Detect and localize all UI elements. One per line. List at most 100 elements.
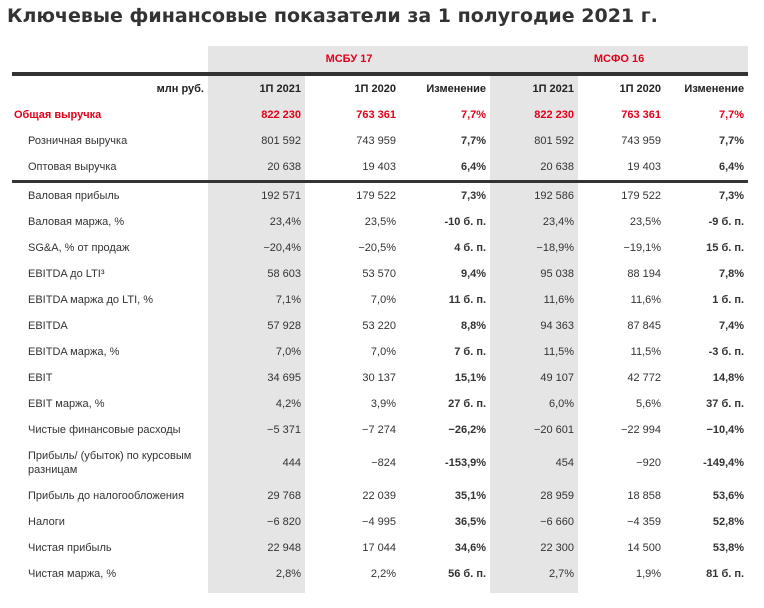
value-cell: 6,0% bbox=[490, 391, 579, 417]
change-cell: 53,8% bbox=[712, 542, 745, 554]
row-label: Валовая прибыль bbox=[12, 180, 208, 209]
change-cell: -9 б. п. bbox=[708, 216, 745, 228]
change-cell: −26,2% bbox=[448, 424, 487, 436]
table-row: EBITDA до LTI³ 58 603 53 570 9,4% 95 038 88 1… bbox=[12, 261, 748, 287]
column-header: Изменение bbox=[665, 72, 749, 102]
value-cell: 7,0% bbox=[208, 339, 305, 365]
value-cell: 57 928 bbox=[208, 313, 305, 339]
change-cell: 14,8% bbox=[712, 372, 745, 384]
row-label: SG&A, % от продаж bbox=[28, 242, 130, 254]
value-cell: 11,6% bbox=[630, 294, 662, 306]
value-cell: 7,1% bbox=[208, 287, 305, 313]
row-label: Чистые финансовые расходы bbox=[28, 424, 181, 436]
table-row: EBIT маржа, % 4,2% 3,9% 27 б. п. 6,0% 5,6% 37 … bbox=[12, 391, 748, 417]
column-header: 1П 2020 bbox=[305, 72, 400, 102]
row-label: EBIT bbox=[28, 372, 53, 384]
change-cell: 27 б. п. bbox=[448, 398, 487, 410]
value-cell: 53 570 bbox=[362, 268, 396, 280]
value-cell: 179 522 bbox=[578, 180, 666, 209]
change-cell: 52,8% bbox=[712, 516, 745, 528]
row-label: EBITDA bbox=[28, 320, 68, 332]
value-cell: 58 603 bbox=[208, 261, 305, 287]
value-cell: 2,7% bbox=[490, 561, 579, 587]
value-cell: 30 137 bbox=[362, 372, 396, 384]
value-cell: 7,0% bbox=[370, 346, 396, 358]
value-cell: 17 044 bbox=[362, 542, 396, 554]
page-title: Ключевые финансовые показатели за 1 полу… bbox=[7, 5, 658, 27]
value-cell: 4,2% bbox=[208, 391, 305, 417]
value-cell: 11,5% bbox=[630, 346, 662, 358]
change-cell: 4 б. п. bbox=[454, 242, 487, 254]
change-cell: 36,5% bbox=[454, 516, 487, 528]
value-cell: 743 959 bbox=[621, 135, 662, 147]
change-cell: 7,3% bbox=[665, 180, 749, 209]
value-cell: 763 361 bbox=[356, 109, 396, 121]
value-cell: 20 638 bbox=[490, 154, 579, 182]
value-cell: 42 772 bbox=[627, 372, 662, 384]
table-bottom-padding bbox=[12, 587, 748, 593]
change-cell: 11 б. п. bbox=[448, 294, 487, 306]
value-cell: 87 845 bbox=[627, 320, 662, 332]
value-cell: −20 601 bbox=[490, 417, 579, 443]
value-cell: −7 274 bbox=[362, 424, 396, 436]
value-cell: −4 995 bbox=[362, 516, 396, 528]
value-cell: 34 695 bbox=[208, 365, 305, 391]
change-cell: -3 б. п. bbox=[708, 346, 745, 358]
change-cell: 56 б. п. bbox=[448, 568, 487, 580]
row-label: Чистая прибыль bbox=[28, 542, 112, 554]
table-row: EBITDA маржа, % 7,0% 7,0% 7 б. п. 11,5% 11,5%… bbox=[12, 339, 748, 365]
value-cell: 29 768 bbox=[208, 483, 305, 509]
row-label: Чистая маржа, % bbox=[28, 568, 117, 580]
value-cell: 444 bbox=[208, 443, 305, 483]
column-header: 1П 2020 bbox=[578, 72, 666, 102]
value-cell: 801 592 bbox=[208, 128, 305, 154]
value-cell: 179 522 bbox=[305, 180, 400, 209]
change-cell: -149,4% bbox=[703, 457, 745, 469]
change-cell: −10,4% bbox=[706, 424, 745, 436]
value-cell: 192 586 bbox=[490, 180, 579, 209]
value-cell: 11,6% bbox=[490, 287, 579, 313]
change-cell: 15 б. п. bbox=[706, 242, 745, 254]
change-cell: 53,6% bbox=[712, 490, 745, 502]
table-row: SG&A, % от продаж −20,4% −20,5% 4 б. п. −18,… bbox=[12, 235, 748, 261]
change-cell: 34,6% bbox=[454, 542, 487, 554]
table-row: EBITDA 57 928 53 220 8,8% 94 363 87 845 7,4% bbox=[12, 313, 748, 339]
value-cell: −20,5% bbox=[358, 242, 396, 254]
value-cell: −6 660 bbox=[490, 509, 579, 535]
value-cell: −6 820 bbox=[208, 509, 305, 535]
table-row: Чистая маржа, % 2,8% 2,2% 56 б. п. 2,7% 1,9% 8… bbox=[12, 561, 748, 587]
change-cell: 81 б. п. bbox=[706, 568, 745, 580]
value-cell: 88 194 bbox=[627, 268, 662, 280]
change-cell: 7,8% bbox=[718, 268, 745, 280]
value-cell: 763 361 bbox=[621, 109, 662, 121]
value-cell: −18,9% bbox=[490, 235, 579, 261]
change-cell: 7,7% bbox=[718, 109, 745, 121]
column-header: 1П 2021 bbox=[208, 72, 305, 102]
value-cell: 53 220 bbox=[362, 320, 396, 332]
value-cell: 23,4% bbox=[490, 209, 579, 235]
standard-header-ifrs16: МСФО 16 bbox=[490, 46, 749, 74]
column-header-row: млн руб. 1П 2021 1П 2020 Изменение 1П 20… bbox=[12, 72, 749, 102]
value-cell: 822 230 bbox=[208, 102, 305, 128]
value-cell: 19 403 bbox=[362, 161, 396, 173]
value-cell: 22 039 bbox=[362, 490, 396, 502]
change-cell: 15,1% bbox=[454, 372, 487, 384]
change-cell: 7,3% bbox=[400, 180, 491, 209]
value-cell: −824 bbox=[371, 457, 396, 469]
row-label: Розничная выручка bbox=[28, 135, 128, 147]
standard-header-ias17: МСБУ 17 bbox=[208, 46, 491, 74]
row-label: EBITDA до LTI³ bbox=[28, 268, 105, 280]
value-cell: 2,2% bbox=[370, 568, 396, 580]
table-row: Валовая прибыль 192 571 179 522 7,3% 192 586… bbox=[12, 180, 749, 209]
value-cell: −4 359 bbox=[627, 516, 662, 528]
table-row: Прибыль до налогообложения 29 768 22 039 35… bbox=[12, 483, 748, 509]
financial-table: МСБУ 17 МСФО 16 млн руб. 1П 2021 1П 2020… bbox=[12, 46, 749, 593]
row-label: Прибыль/ (убыток) по курсовым разницам bbox=[28, 450, 192, 476]
change-cell: 35,1% bbox=[454, 490, 487, 502]
value-cell: 18 858 bbox=[627, 490, 662, 502]
table-row: Чистые финансовые расходы −5 371 −7 274 −26… bbox=[12, 417, 748, 443]
table-row: Оптовая выручка 20 638 19 403 6,4% 20 638 19 … bbox=[12, 154, 748, 182]
change-cell: 37 б. п. bbox=[706, 398, 745, 410]
column-header: Изменение bbox=[400, 72, 491, 102]
table-row: Прибыль/ (убыток) по курсовым разницам 44… bbox=[12, 443, 748, 483]
